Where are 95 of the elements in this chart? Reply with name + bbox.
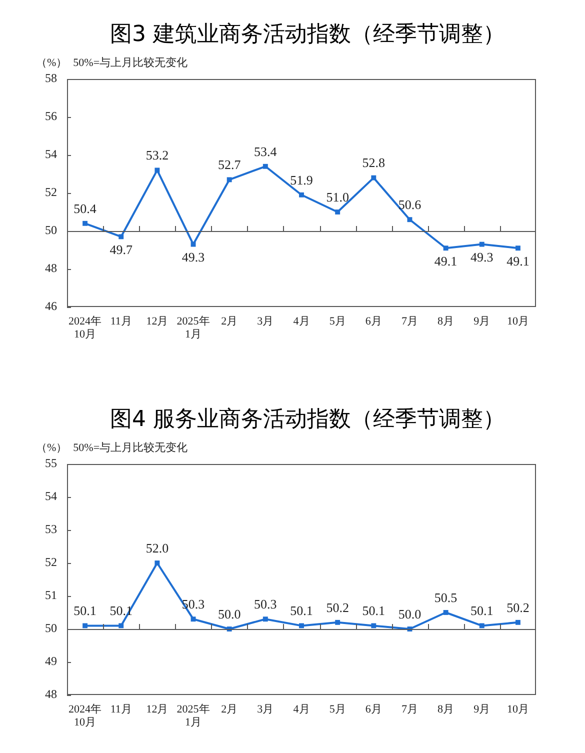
point [226,177,232,182]
y-tick-label: 48 [45,687,57,702]
point [515,620,520,625]
point [118,234,124,240]
x-tick-label: 12月 [146,703,168,716]
data-label: 53.4 [254,144,278,159]
point [262,164,268,169]
data-label: 50.2 [326,600,349,615]
chart-title: 图3 建筑业商务活动指数（经季节调整） [109,22,506,48]
y-tick-label: 50 [45,223,57,238]
point [154,560,160,566]
x-tick-label: 10月 [506,315,529,328]
data-label: 50.1 [290,603,313,618]
point [335,620,340,625]
x-tick-label: 3月 [257,315,274,328]
point [371,175,376,180]
point [190,242,196,247]
point [82,623,88,628]
point [407,217,412,222]
point [371,623,376,628]
x-tick-label: 8月 [438,703,454,716]
y-tick-label: 51 [45,588,57,602]
data-label: 50.4 [74,200,97,216]
x-tick-label: 6月 [365,315,382,328]
y-tick-label: 55 [45,456,57,470]
data-label: 50.0 [398,606,422,622]
x-tick-label: 4月 [293,703,310,716]
text: 50%=与上月比较无变化 [73,56,188,70]
x-tick-label: 4月 [293,315,310,328]
data-label: 51.0 [326,189,349,204]
point [443,246,448,251]
y-axis-title: （%） [36,441,68,455]
data-label: 50.1 [470,603,494,618]
point [479,623,484,628]
point [515,246,520,251]
y-tick-label: 53 [45,522,57,536]
point [118,623,124,628]
data-label: 50.0 [218,606,241,622]
data-label: 50.1 [74,603,96,618]
point [262,616,268,622]
text: 50%=与上月比较无变化 [73,441,188,455]
x-tick-label: 7月 [401,703,418,716]
y-tick-label: 50 [45,621,57,636]
point [299,623,304,628]
x-tick-label: 2024年 10月 [68,315,102,341]
x-tick-label: 12月 [146,315,168,328]
y-tick-label: 56 [45,109,57,124]
data-label: 49.3 [182,250,205,265]
data-label: 50.6 [398,197,422,212]
x-tick-label: 2025年 1月 [176,703,210,729]
x-tick-label: 2月 [221,703,238,716]
x-tick-label: 11月 [110,703,132,716]
data-label: 51.9 [290,172,313,188]
x-tick-label: 2024年 10月 [68,703,102,729]
y-tick-label: 46 [45,299,57,314]
point [299,192,304,198]
data-label: 50.1 [362,603,386,618]
x-tick-label: 5月 [329,703,346,716]
y-tick-label: 54 [45,489,57,504]
point [335,210,340,214]
data-label: 49.7 [110,242,133,258]
data-label: 50.2 [506,600,530,615]
x-tick-label: 5月 [329,315,346,328]
chart-title: 图4 服务业商务活动指数（经季节调整） [109,407,506,433]
y-tick-label: 49 [45,654,57,668]
y-tick-label: 58 [45,71,57,86]
x-tick-label: 9月 [474,315,490,328]
x-tick-label: 2025年 1月 [176,315,210,341]
y-axis-title: （%） [36,56,68,70]
y-tick-label: 52 [45,555,57,570]
data-label: 49.3 [470,250,494,265]
data-label: 50.3 [254,596,277,612]
point [479,242,484,247]
y-tick-label: 54 [45,147,57,162]
point [443,610,448,615]
data-label: 52.0 [146,540,169,556]
x-tick-label: 3月 [257,703,274,716]
x-tick-label: 10月 [506,703,529,716]
data-label: 53.2 [146,148,169,163]
x-tick-label: 7月 [401,315,418,328]
x-tick-label: 2月 [221,315,238,328]
point [154,168,160,173]
x-tick-label: 8月 [438,315,454,328]
point [82,220,88,226]
x-tick-label: 6月 [365,703,382,716]
data-label: 52.7 [218,157,242,172]
x-tick-label: 11月 [110,315,132,328]
y-tick-label: 48 [45,261,57,276]
y-tick-label: 52 [45,185,57,200]
point [190,616,196,622]
data-label: 52.8 [362,155,386,170]
x-tick-label: 9月 [474,703,490,716]
data-label: 50.5 [434,590,458,605]
data-label: 49.1 [506,254,530,269]
data-label: 49.1 [434,254,458,269]
